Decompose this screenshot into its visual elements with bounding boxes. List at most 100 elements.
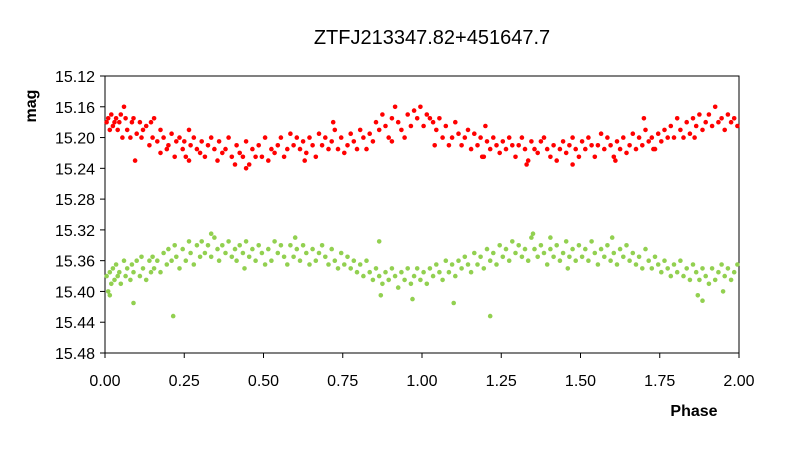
data-point [186, 158, 192, 163]
data-point [115, 127, 120, 133]
data-point [459, 143, 464, 148]
data-point [364, 258, 369, 264]
data-point [608, 258, 613, 264]
data-point [332, 258, 338, 264]
data-point [589, 239, 594, 244]
data-point [595, 143, 601, 148]
data-point [576, 154, 582, 160]
data-point [158, 127, 163, 133]
data-point [297, 258, 303, 264]
data-point [266, 158, 271, 163]
data-point [716, 269, 721, 275]
data-point [614, 139, 620, 144]
data-point [617, 146, 623, 152]
data-point [703, 273, 708, 279]
data-point [205, 243, 211, 248]
data-point [548, 235, 553, 240]
data-point [405, 266, 411, 271]
data-point [554, 243, 559, 248]
data-point [725, 112, 731, 117]
data-point [110, 266, 116, 271]
data-point [348, 131, 354, 136]
data-point [364, 146, 369, 152]
data-point [472, 250, 477, 256]
data-point [570, 162, 575, 167]
data-point [510, 239, 515, 244]
data-point [595, 262, 601, 267]
data-point [376, 273, 382, 279]
data-point [410, 296, 415, 302]
data-point [576, 243, 582, 248]
data-point [402, 277, 407, 283]
data-point [294, 135, 300, 140]
data-point [432, 143, 438, 148]
data-point [484, 246, 490, 252]
data-point [544, 146, 550, 152]
data-point [462, 135, 468, 140]
data-point [216, 139, 222, 144]
data-point [112, 277, 117, 283]
data-point [166, 246, 171, 252]
data-point [107, 293, 113, 298]
data-point [655, 262, 661, 267]
data-point [291, 254, 296, 260]
data-point [150, 135, 155, 140]
data-point [304, 150, 309, 156]
data-point [376, 127, 382, 133]
data-point [722, 127, 727, 133]
data-point [636, 254, 642, 260]
data-point [565, 266, 571, 271]
data-point [262, 262, 268, 267]
data-point [483, 123, 488, 129]
data-point [161, 135, 166, 140]
data-point [633, 262, 639, 267]
data-point [383, 123, 388, 129]
data-point [307, 135, 312, 140]
data-point [170, 313, 176, 319]
data-point [226, 239, 231, 244]
data-point [121, 104, 127, 110]
data-point [402, 135, 407, 140]
data-point [731, 269, 737, 275]
data-point [624, 243, 629, 248]
data-point [367, 269, 373, 275]
series-2 [104, 231, 740, 319]
data-point [421, 123, 426, 129]
data-point [414, 116, 420, 121]
data-point [259, 250, 265, 256]
data-point [706, 112, 712, 117]
data-point [155, 139, 160, 144]
data-point [134, 258, 139, 264]
data-point [147, 143, 152, 148]
data-point [169, 131, 174, 136]
data-point [443, 258, 449, 264]
data-point [199, 139, 204, 144]
data-point [541, 250, 547, 256]
data-point [411, 108, 417, 113]
data-point [208, 135, 214, 140]
data-point [183, 154, 189, 160]
data-point [166, 143, 171, 148]
data-point [212, 146, 217, 152]
data-point [378, 293, 384, 298]
y-tick-label: 15.16 [55, 100, 95, 117]
data-point [128, 277, 133, 283]
data-point [487, 313, 493, 319]
data-point [367, 131, 373, 136]
data-point [449, 262, 455, 267]
data-point [313, 258, 319, 264]
data-point [627, 258, 632, 264]
data-point [529, 235, 534, 240]
data-point [329, 139, 335, 144]
data-point [281, 154, 287, 160]
data-point [220, 150, 225, 156]
data-point [725, 266, 731, 271]
data-point [630, 250, 636, 256]
data-point [389, 139, 395, 144]
data-point [342, 150, 347, 156]
data-point [243, 166, 249, 171]
data-point [530, 231, 536, 236]
y-tick-label: 15.28 [55, 192, 95, 209]
data-point [256, 143, 262, 148]
data-point [117, 269, 122, 275]
